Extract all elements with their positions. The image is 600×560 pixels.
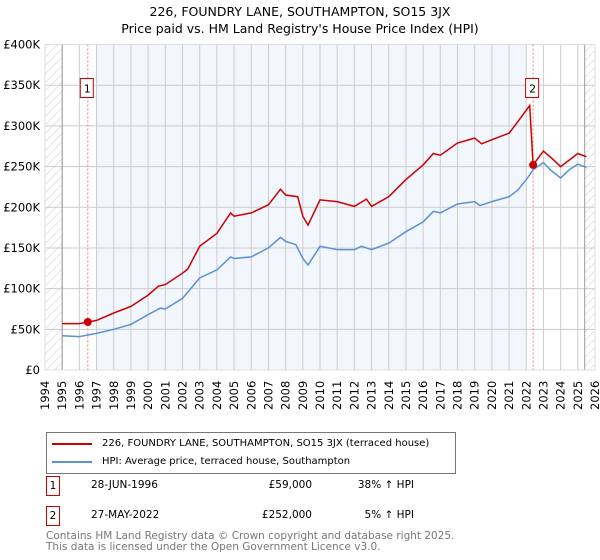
y-tick-label: £0: [25, 363, 40, 377]
price-chart: 1994 1995 1996 1997 1998 1999 2000 2001 2002 2003…: [3, 38, 600, 411]
y-tick-label: £400K: [3, 38, 40, 52]
x-tick-label: 2021: [502, 381, 516, 410]
y-tick-label: £300K: [3, 119, 40, 133]
x-tick-label: 2014: [382, 381, 396, 410]
x-tick-label: 2017: [433, 381, 447, 410]
sale-hpi-diff: 38% ↑ HPI: [357, 479, 414, 491]
sale-row: 1 28-JUN-1996 £59,000 38% ↑ HPI: [46, 476, 466, 496]
sale-point: [83, 317, 92, 326]
x-tick-label: 1994: [38, 381, 52, 410]
legend: 226, FOUNDRY LANE, SOUTHAMPTON, SO15 3JX…: [46, 432, 456, 474]
sale-label-box: [79, 78, 94, 98]
x-tick-label: 2023: [536, 381, 550, 410]
x-tick-label: 2019: [468, 381, 482, 410]
x-tick-label: 2016: [416, 381, 430, 410]
x-tick-label: 2006: [244, 381, 258, 410]
legend-label: HPI: Average price, terraced house, Sout…: [102, 456, 351, 467]
y-tick-label: £150K: [3, 241, 40, 255]
x-tick-label: 2002: [176, 381, 190, 410]
sale-date: 27-MAY-2022: [91, 509, 160, 521]
footer-copyright: Contains HM Land Registry data © Crown c…: [46, 530, 455, 542]
x-tick-label: 2005: [227, 381, 241, 410]
y-tick-label: £100K: [3, 282, 40, 296]
sale-marker-badge: 2: [46, 506, 60, 526]
sale-label: 1: [84, 83, 91, 96]
x-tick-label: 2000: [141, 381, 155, 410]
x-tick-label: 1998: [107, 381, 121, 410]
legend-item-hpi: HPI: Average price, terraced house, Sout…: [52, 456, 350, 467]
y-tick-label: £250K: [3, 160, 40, 174]
legend-item-property: 226, FOUNDRY LANE, SOUTHAMPTON, SO15 3JX…: [52, 438, 429, 449]
y-tick-label: £50K: [11, 322, 41, 336]
legend-label: 226, FOUNDRY LANE, SOUTHAMPTON, SO15 3JX…: [102, 438, 430, 449]
legend-swatch-red: [52, 442, 92, 445]
chart-title: 226, FOUNDRY LANE, SOUTHAMPTON, SO15 3JX: [149, 4, 451, 19]
x-tick-label: 2003: [193, 381, 207, 410]
x-tick-label: 2010: [313, 381, 327, 410]
x-tick-label: 1997: [90, 381, 104, 410]
sale-label: 2: [529, 83, 536, 96]
x-tick-label: 2007: [261, 381, 275, 410]
x-tick-label: 2009: [296, 381, 310, 410]
x-tick-label: 1996: [72, 381, 86, 410]
sale-date: 28-JUN-1996: [91, 479, 158, 491]
x-tick-label: 2004: [210, 381, 224, 410]
x-tick-label: 2012: [347, 381, 361, 410]
footer-licence: This data is licensed under the Open Gov…: [46, 541, 381, 553]
sale-hpi-diff: 5% ↑ HPI: [364, 509, 414, 521]
x-tick-label: 2008: [279, 381, 293, 410]
x-tick-label: 1995: [55, 381, 69, 410]
sale-row: 2 27-MAY-2022 £252,000 5% ↑ HPI: [46, 506, 466, 526]
x-tick-label: 2011: [330, 381, 344, 410]
x-tick-label: 2025: [571, 381, 585, 410]
sale-point: [529, 160, 538, 169]
sale-marker-badge: 1: [46, 476, 60, 496]
x-tick-label: 2013: [365, 381, 379, 410]
x-tick-label: 2026: [588, 381, 600, 410]
x-tick-label: 2015: [399, 381, 413, 410]
x-tick-label: 1999: [124, 381, 138, 410]
hpi-line: [62, 161, 587, 338]
x-tick-label: 2001: [158, 381, 172, 410]
y-tick-label: £200K: [3, 200, 40, 214]
x-tick-label: 2020: [485, 381, 499, 410]
x-tick-label: 2022: [519, 381, 533, 410]
property-price-line: [62, 103, 587, 325]
y-tick-label: £350K: [3, 78, 40, 92]
sale-price: £59,000: [268, 479, 312, 491]
plot-border: [44, 44, 596, 371]
x-tick-label: 2024: [554, 381, 568, 410]
chart-subtitle: Price paid vs. HM Land Registry's House …: [121, 21, 479, 36]
legend-swatch-blue: [52, 460, 92, 463]
sale-label-box: [525, 78, 540, 98]
x-tick-label: 2018: [451, 381, 465, 410]
sale-price: £252,000: [261, 509, 312, 521]
